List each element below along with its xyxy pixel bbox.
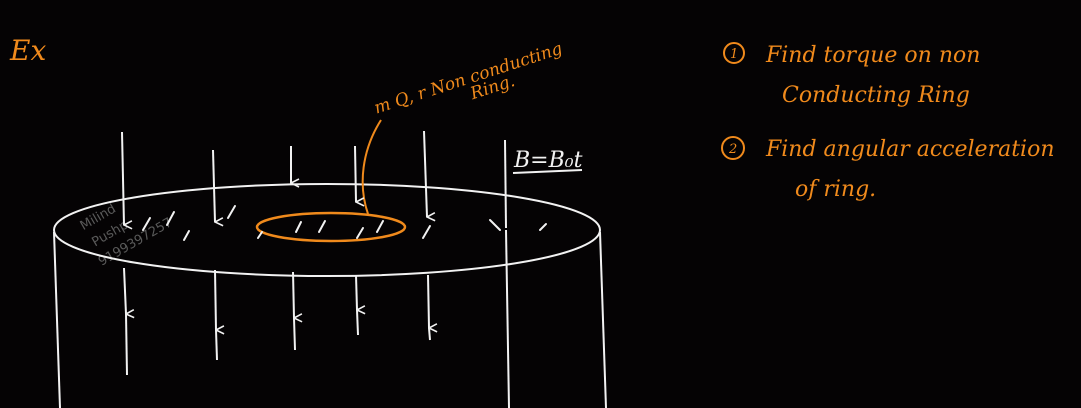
ring-pointer-line [361,119,382,215]
field-label: B=B₀t [513,148,583,173]
question-1-circle [723,42,745,64]
field-label-underline [512,169,583,174]
magnetic-field-lines-top [121,130,507,228]
magnetic-field-lines-inside [123,229,510,408]
question-2-line-1: Find angular acceleration [765,137,1055,162]
question-2-circle [721,136,745,160]
question-1-number: 1 [730,47,738,62]
question-1-line-2: Conducting Ring [782,83,970,108]
cylinder-left-side [53,231,61,408]
cylinder [53,183,607,408]
questions: 1 Find torque on non Conducting Ring 2 F… [721,42,1055,202]
induced-field-marks [142,205,547,241]
question-2-line-2: of ring. [795,177,876,202]
ring-note: m Q, r Non conducting Ring. [372,39,565,119]
ring-note-line-1: m Q, r Non conducting [372,39,565,119]
question-2-number: 2 [728,142,737,157]
example-label: Ex [9,34,46,67]
cylinder-top-ellipse [53,183,601,277]
cylinder-right-side [599,231,607,408]
question-1-line-1: Find torque on non [765,43,980,68]
nonconducting-ring [255,211,407,243]
